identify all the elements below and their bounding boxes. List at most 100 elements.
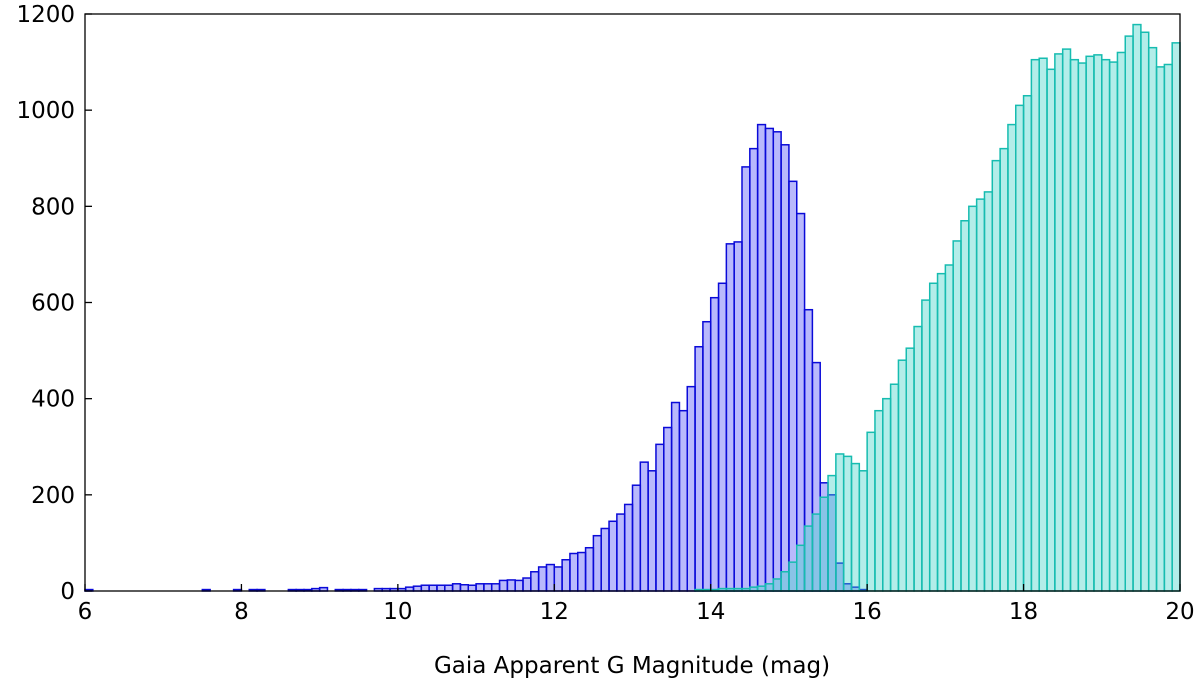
histogram-bar: [428, 584, 438, 592]
histogram-bar: [702, 320, 712, 592]
histogram-bar: [436, 584, 446, 592]
histogram-bar: [827, 474, 837, 592]
histogram-bar: [842, 455, 853, 592]
histogram-bar: [592, 534, 602, 592]
histogram-bar: [490, 583, 501, 592]
histogram-bar: [694, 345, 704, 592]
histogram-bar: [623, 503, 634, 592]
histogram-bar: [796, 544, 806, 592]
histogram-bar: [1132, 23, 1142, 592]
histogram-bar: [459, 584, 469, 592]
histogram-bar: [874, 409, 884, 592]
histogram-bar: [1171, 42, 1181, 592]
histogram-bar: [561, 559, 571, 592]
histogram-bar: [788, 561, 798, 592]
histogram-bar: [420, 584, 430, 592]
histogram-bar: [1054, 53, 1064, 592]
histogram-bar: [616, 513, 626, 592]
histogram-bar: [1038, 57, 1048, 592]
histogram-bar: [772, 578, 782, 592]
histogram-bar: [1116, 51, 1127, 592]
bars-layer: [84, 23, 1181, 592]
histogram-bar: [1093, 54, 1103, 592]
x-tick-label: 20: [1165, 599, 1194, 625]
y-tick-label: 800: [31, 194, 75, 220]
histogram-bar: [811, 513, 821, 592]
histogram-bar: [444, 584, 454, 592]
histogram-bar: [991, 159, 1001, 592]
histogram-bar: [796, 212, 806, 592]
histogram-bar: [952, 240, 962, 592]
histogram-bar: [905, 347, 915, 592]
histogram-bar: [569, 552, 579, 592]
histogram-bar: [764, 127, 775, 592]
histogram-bar: [584, 546, 595, 592]
histogram-bar: [1147, 46, 1158, 592]
y-tick-label: 600: [31, 291, 75, 317]
histogram-bar: [608, 520, 618, 592]
histogram-bar: [467, 584, 477, 592]
histogram-bar: [772, 131, 782, 592]
histogram-bar: [506, 579, 516, 592]
histogram-bar: [1140, 31, 1150, 592]
histogram-bar: [475, 583, 485, 592]
histogram-bar: [764, 583, 775, 592]
y-tick-label: 0: [60, 579, 75, 605]
histogram-bar: [483, 583, 493, 592]
histogram-bar: [835, 453, 845, 592]
histogram-bar: [553, 566, 563, 592]
histogram-bar: [686, 385, 696, 592]
histogram-bar: [921, 299, 931, 592]
histogram-bar: [928, 282, 939, 592]
histogram-bar: [889, 383, 900, 592]
histogram-bar: [1061, 48, 1072, 592]
histogram-bar: [882, 397, 892, 592]
histogram-bar: [936, 272, 947, 592]
histogram-bar: [780, 571, 790, 592]
x-tick-label: 14: [696, 599, 725, 625]
histogram-bar: [670, 401, 681, 592]
histogram-bar: [655, 443, 665, 592]
histogram-bar: [1124, 35, 1134, 592]
histogram-bar: [663, 426, 673, 592]
histogram-bar: [858, 470, 868, 592]
histogram-bar: [866, 431, 876, 592]
histogram-bar: [545, 563, 556, 592]
histogram-bar: [530, 571, 540, 592]
histogram-bar: [897, 359, 907, 592]
histogram-bar: [850, 462, 861, 592]
histogram-bar: [709, 296, 720, 592]
histogram-bar: [1085, 55, 1095, 592]
histogram-bar: [678, 409, 688, 592]
histogram-bar: [451, 583, 462, 592]
histogram-bar: [1069, 58, 1080, 592]
histogram-bar: [1163, 63, 1173, 592]
y-axis: 0 200 400 600 800 1000 1200: [16, 2, 92, 605]
histogram-bar: [639, 461, 649, 592]
histogram-bar: [537, 566, 548, 592]
y-tick-label: 1000: [16, 98, 75, 124]
histogram-bar: [756, 123, 767, 592]
x-tick-label: 8: [234, 599, 249, 625]
histogram-bar: [1101, 58, 1111, 592]
histogram-bar: [1108, 61, 1119, 592]
histogram-bar: [780, 144, 790, 592]
x-axis: 6 8 10 12 14 16 18 20: [78, 584, 1195, 625]
histogram-bar: [1046, 68, 1056, 592]
histogram-bar: [788, 180, 798, 592]
histogram-bar: [999, 147, 1009, 592]
histogram-bar: [1007, 123, 1017, 592]
histogram-bar: [412, 585, 423, 592]
histogram-bar: [1030, 58, 1040, 592]
x-tick-label: 12: [540, 599, 569, 625]
histogram-bar: [944, 264, 954, 592]
histogram-bar: [975, 198, 986, 592]
histogram-bar: [498, 579, 509, 592]
histogram-bar: [741, 166, 751, 592]
histogram-bar: [733, 241, 743, 592]
histogram-bar: [1077, 62, 1087, 592]
x-axis-label: Gaia Apparent G Magnitude (mag): [434, 653, 830, 679]
histogram-bar: [913, 325, 923, 592]
